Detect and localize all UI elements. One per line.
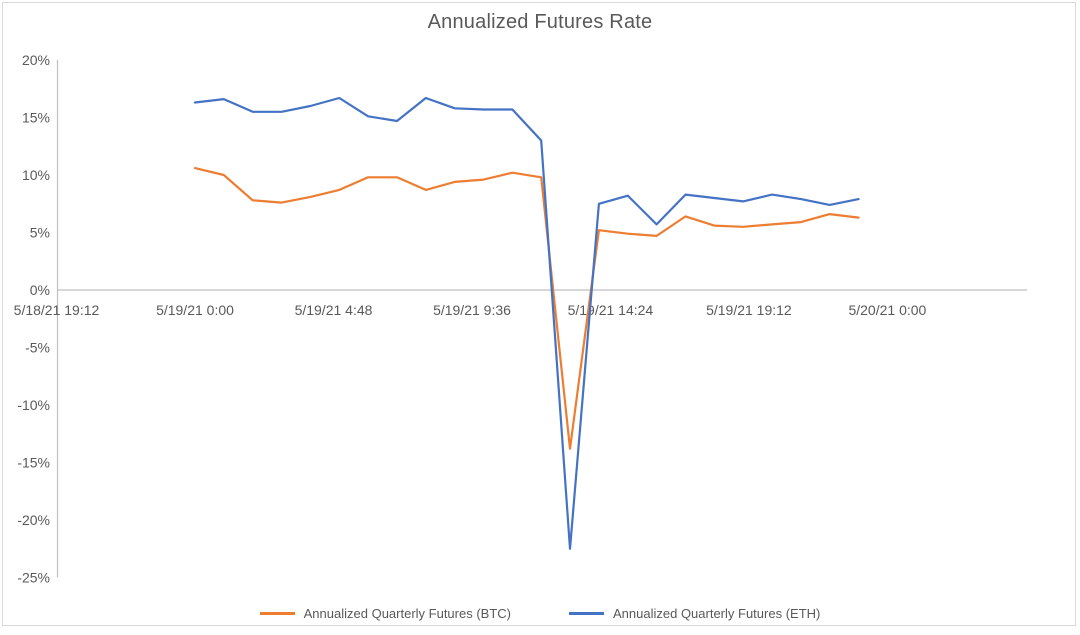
y-tick-label: -25% bbox=[17, 570, 50, 586]
y-tick-label: -20% bbox=[17, 512, 50, 528]
x-tick-label: 5/19/21 0:00 bbox=[156, 302, 234, 318]
y-tick-label: -10% bbox=[17, 397, 50, 413]
chart-border bbox=[2, 2, 1076, 626]
y-tick-label: -5% bbox=[25, 340, 50, 356]
x-tick-label: 5/19/21 4:48 bbox=[295, 302, 373, 318]
btc-line-swatch bbox=[259, 611, 295, 615]
legend-label-btc: Annualized Quarterly Futures (BTC) bbox=[303, 605, 511, 621]
y-tick-label: 20% bbox=[22, 52, 50, 68]
x-tick-label: 5/19/21 19:12 bbox=[706, 302, 792, 318]
chart-title: Annualized Futures Rate bbox=[427, 11, 653, 33]
x-tick-label: 5/18/21 19:12 bbox=[14, 302, 100, 318]
legend-label-eth: Annualized Quarterly Futures (ETH) bbox=[613, 605, 821, 621]
legend: Annualized Quarterly Futures (BTC) Annua… bbox=[0, 602, 1080, 624]
y-tick-label: 15% bbox=[22, 110, 50, 126]
x-tick-label: 5/19/21 9:36 bbox=[433, 302, 511, 318]
x-tick-label: 5/20/21 0:00 bbox=[848, 302, 926, 318]
legend-item-eth: Annualized Quarterly Futures (ETH) bbox=[569, 606, 820, 621]
series-line-btc bbox=[193, 167, 860, 450]
y-tick-label: 10% bbox=[22, 167, 50, 183]
series-line-eth bbox=[193, 96, 860, 550]
y-tick-label: -15% bbox=[17, 455, 50, 471]
x-tick-label: 5/19/21 14:24 bbox=[568, 302, 654, 318]
y-tick-label: 0% bbox=[30, 282, 50, 298]
legend-item-btc: Annualized Quarterly Futures (BTC) bbox=[259, 605, 511, 621]
y-tick-label: 5% bbox=[30, 225, 50, 241]
eth-line-swatch bbox=[569, 611, 604, 615]
